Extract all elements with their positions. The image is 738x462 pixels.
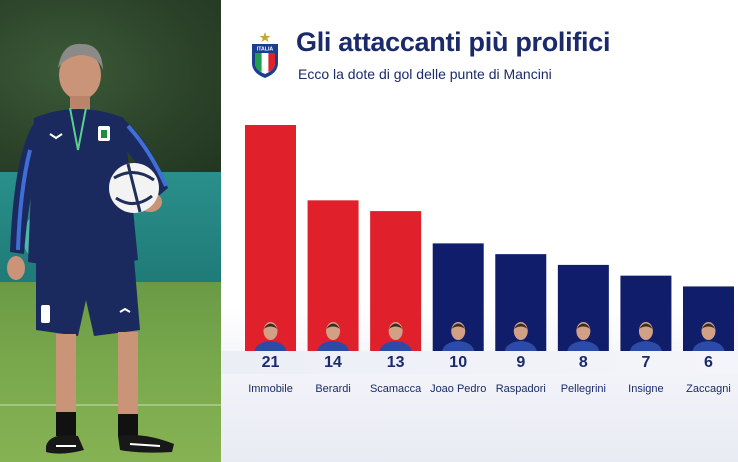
value-label-immobile: 21 [261,354,280,371]
player-avatar-berardi [317,322,350,351]
category-label-joao-pedro: Joao Pedro [430,383,487,395]
category-label-berardi: Berardi [315,383,351,395]
category-label-insigne: Insigne [628,383,664,395]
player-avatar-scamacca [379,322,412,351]
category-label-zaccagni: Zaccagni [686,383,731,395]
player-avatar-raspadori [504,322,537,351]
category-label-scamacca: Scamacca [369,383,422,395]
italia-crest-icon: ITALIA [252,32,278,78]
value-label-joao-pedro: 10 [449,354,468,371]
value-label-insigne: 7 [641,354,651,371]
crest-label: ITALIA [257,47,274,53]
player-avatar-joao-pedro [442,322,475,351]
value-label-pellegrini: 8 [578,354,588,371]
player-avatar-pellegrini [567,322,600,351]
chart-panel: ITALIA Gli attaccanti più prolifici Ecco… [221,0,738,462]
chart-subtitle: Ecco la dote di gol delle punte di Manci… [298,66,552,82]
value-label-raspadori: 9 [516,354,526,371]
bar-zaccagni [682,286,734,351]
bar-chart [245,125,734,351]
category-label-raspadori: Raspadori [495,383,546,395]
category-label-pellegrini: Pellegrini [560,383,606,395]
category-label-immobile: Immobile [248,383,293,395]
coach-figure [7,43,174,454]
value-label-scamacca: 13 [386,354,405,371]
coach-photo: er [0,0,221,462]
player-avatar-immobile [254,322,287,351]
value-strip [221,351,738,374]
pitch-line [0,404,221,406]
bar-immobile [245,125,296,351]
value-label-berardi: 14 [324,354,342,371]
value-label-zaccagni: 6 [704,354,713,371]
chart-title: Gli attaccanti più prolifici [296,27,611,57]
player-avatar-insigne [629,322,662,351]
player-avatar-zaccagni [692,322,725,351]
